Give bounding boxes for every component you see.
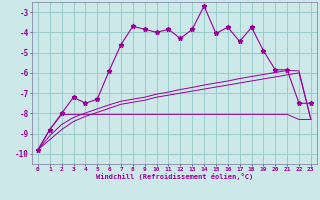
X-axis label: Windchill (Refroidissement éolien,°C): Windchill (Refroidissement éolien,°C)	[96, 173, 253, 180]
